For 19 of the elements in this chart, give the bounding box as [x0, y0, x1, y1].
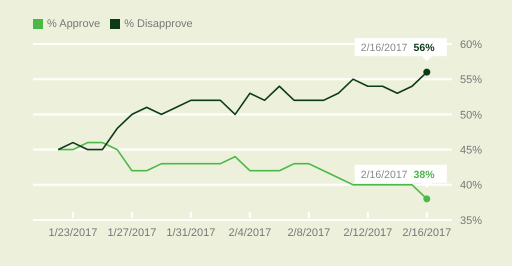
y-tick-label: 60% — [460, 38, 482, 51]
annotation: 2/16/2017 56% — [360, 42, 436, 54]
y-tick-label: 40% — [460, 180, 482, 192]
x-tick-label: 1/27/2017 — [107, 226, 156, 239]
x-tick-label: 2/16/2017 — [402, 226, 452, 239]
x-tick-label: 2/8/2017 — [287, 226, 330, 239]
y-tick-label: 45% — [460, 144, 482, 157]
y-tick-label: 55% — [460, 74, 482, 86]
y-tick-label: 50% — [460, 109, 482, 122]
annotation: 2/16/2017 38% — [360, 168, 436, 181]
x-tick-label: 1/31/2017 — [166, 226, 216, 239]
y-tick-label: 35% — [460, 214, 482, 227]
x-tick-label: 2/12/2017 — [343, 226, 392, 239]
callout: 2/16/2017 38% — [354, 164, 447, 188]
x-tick-label: 2/4/2017 — [228, 226, 272, 239]
legend-label: % Disapprove — [123, 18, 193, 30]
legend-label: % Approve — [46, 18, 100, 30]
callout: 2/16/2017 56% — [354, 38, 447, 62]
x-tick-label: 1/23/2017 — [48, 226, 98, 239]
